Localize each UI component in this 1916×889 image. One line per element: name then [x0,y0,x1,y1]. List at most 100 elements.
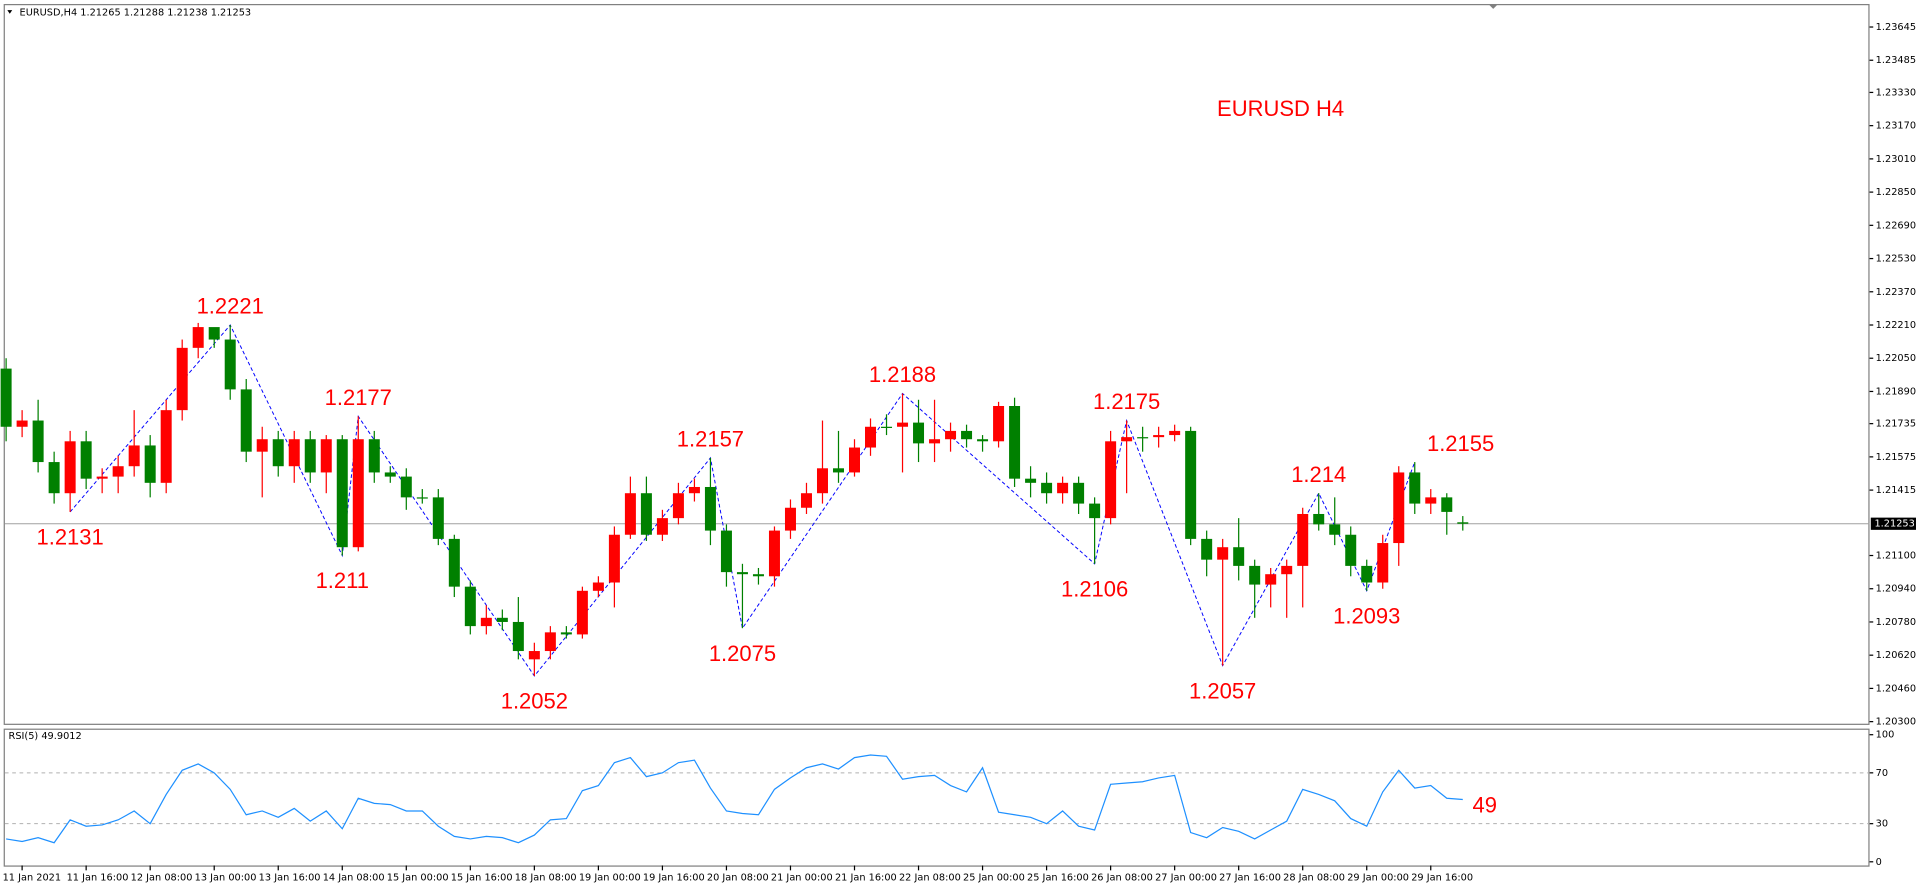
candle-body [448,538,460,587]
candle-body [608,534,620,583]
y-tick-label: 1.20620 [1876,650,1916,661]
x-tick-label: 29 Jan 16:00 [1411,873,1473,884]
candle-body [784,507,796,531]
candle-body [1313,513,1325,525]
rsi-pane [3,728,1870,867]
x-tick-label: 11 Jan 2021 [3,873,62,884]
x-tick-label: 20 Jan 08:00 [707,873,769,884]
candle-body [624,493,636,535]
candle-body [832,468,844,473]
x-tick-label: 14 Jan 08:00 [323,873,385,884]
y-tick-label: 1.22050 [1876,353,1916,364]
rsi-line [6,754,1463,844]
candle-body [688,486,700,494]
candle-body [1345,534,1357,566]
x-tick-label: 15 Jan 16:00 [451,873,513,884]
candle-body [1153,435,1165,438]
candle-body [1009,405,1021,479]
candle-body [32,420,44,463]
candle-body [1297,513,1309,566]
x-tick-label: 21 Jan 16:00 [835,873,897,884]
pivot-label: 1.2155 [1427,431,1494,456]
pivot-label: 1.2131 [37,525,104,550]
candle-body [720,530,732,573]
candle-body [881,426,893,428]
pivot-label: 1.2177 [325,385,392,410]
pivot-label: 1.211 [316,568,369,593]
rsi-y-tick-label: 0 [1876,857,1882,868]
candle-body [144,445,156,483]
candle-body [1217,547,1229,560]
candle-body [400,476,412,498]
candle-body [464,586,476,627]
y-tick-label: 1.21575 [1876,452,1916,463]
candle-body [176,347,188,411]
candle-body [512,621,524,652]
x-tick-label: 27 Jan 00:00 [1155,873,1217,884]
last-price-box [1870,517,1916,530]
candle-body [1329,524,1341,535]
x-tick-label: 19 Jan 00:00 [579,873,641,884]
candle-body [272,439,284,467]
y-tick-label: 1.23170 [1876,121,1916,132]
y-tick-label: 1.22530 [1876,254,1916,265]
candle-body [736,572,748,575]
candle-body [160,410,172,483]
candle-body [304,439,316,473]
pivot-label: 1.2175 [1093,389,1160,414]
pivot-label: 1.2057 [1189,678,1256,703]
candle-body [192,327,204,348]
candle-body [592,582,604,591]
shift-marker [1488,3,1499,9]
x-tick-label: 26 Jan 08:00 [1091,873,1153,884]
candle-body [480,617,492,627]
candle-body [752,574,764,577]
candle-body [16,420,28,427]
rsi-header: RSI(5) 49.9012 [9,731,82,742]
candle-body [128,445,140,467]
pivot-label: 1.2188 [869,362,936,387]
y-tick-label: 1.23330 [1876,87,1916,98]
candle-body [1361,565,1373,583]
candle-body [368,439,380,473]
candle-body [1393,472,1405,544]
x-tick-label: 28 Jan 08:00 [1283,873,1345,884]
candle-body [64,441,76,494]
y-tick-label: 1.23010 [1876,154,1916,165]
candle-body [544,632,556,652]
candle-body [1425,497,1437,504]
candle-body [352,439,364,548]
x-tick-label: 13 Jan 16:00 [259,873,321,884]
candle-body [240,389,252,452]
x-tick-label: 19 Jan 16:00 [643,873,705,884]
candle-body [768,530,780,577]
candle-body [704,486,716,531]
candle-body [1457,522,1469,524]
candle-body [1233,547,1245,566]
pivot-label: 1.214 [1291,462,1346,487]
candle-body [1201,538,1213,560]
candle-body [1105,441,1117,519]
pivot-label: 1.2106 [1061,577,1128,602]
last-price-label: 1.21253 [1874,519,1914,530]
y-tick-label: 1.21100 [1876,551,1916,562]
candle-body [0,368,12,427]
candle-body [1169,430,1181,436]
candle-body [288,439,300,467]
main-pane [3,3,1870,725]
x-tick-label: 22 Jan 08:00 [899,873,961,884]
y-tick-label: 1.20780 [1876,617,1916,628]
candle-body [1185,430,1197,539]
candle-body [640,493,652,535]
x-tick-label: 25 Jan 16:00 [1027,873,1089,884]
candle-body [320,439,332,473]
candle-body [865,426,877,448]
candle-body [80,441,92,479]
chart-header: EURUSD,H4 1.21265 1.21288 1.21238 1.2125… [20,8,252,19]
candle-body [672,493,684,519]
candle-body [849,447,861,473]
x-tick-label: 29 Jan 00:00 [1347,873,1409,884]
pivot-label: 1.2052 [501,689,568,714]
rsi-end-label: 49 [1473,793,1497,818]
